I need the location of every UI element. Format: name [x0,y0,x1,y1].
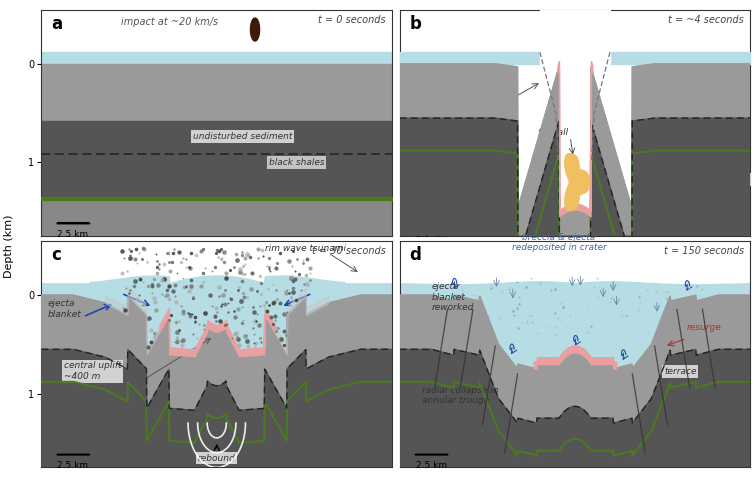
Text: shock waves: shock waves [533,219,591,228]
Text: a: a [51,15,62,33]
Text: impact at ~20 km/s: impact at ~20 km/s [121,17,218,27]
Text: rebound: rebound [198,454,236,462]
Text: t = 0 seconds: t = 0 seconds [318,15,386,25]
Text: t = 30 seconds: t = 30 seconds [312,246,386,256]
Text: 2.5 km: 2.5 km [415,461,446,470]
Text: pressure waves: pressure waves [415,210,486,218]
Polygon shape [400,64,750,236]
Text: transient crater
depth >1 km: transient crater depth >1 km [431,135,502,154]
Text: rim wave tsunami: rim wave tsunami [265,244,345,253]
Polygon shape [250,18,259,41]
Text: impactor, water and
sediment vaporises: impactor, water and sediment vaporises [633,116,716,135]
Text: radial collapse in
annular trough: radial collapse in annular trough [422,386,498,405]
Text: 2.5 km: 2.5 km [415,230,446,239]
Polygon shape [400,349,750,467]
Text: b: b [409,15,421,33]
Polygon shape [400,349,750,467]
Text: terrace: terrace [664,367,697,376]
Text: ejecta
blanket
reworked: ejecta blanket reworked [431,282,474,312]
Text: 2.5 km: 2.5 km [57,230,88,239]
Polygon shape [400,118,750,270]
Polygon shape [41,295,392,467]
Polygon shape [400,295,750,467]
Text: breccia & ejecta
redeposited in crater: breccia & ejecta redeposited in crater [512,233,606,252]
Text: t = 150 seconds: t = 150 seconds [664,246,744,256]
Text: Depth (km): Depth (km) [4,214,14,278]
Polygon shape [41,349,392,467]
Text: central uplift
~400 m: central uplift ~400 m [64,362,121,381]
Polygon shape [540,10,610,64]
Text: t = ~4 seconds: t = ~4 seconds [668,15,744,25]
Text: black shales: black shales [268,158,324,167]
Text: ejecta curtain: ejecta curtain [447,101,510,110]
Text: d: d [409,246,421,264]
Polygon shape [400,64,750,236]
Text: ejecta
blanket: ejecta blanket [48,300,81,319]
Polygon shape [41,295,392,467]
Text: impact melt/breccia/suevite: impact melt/breccia/suevite [633,175,749,184]
Polygon shape [400,295,750,467]
Text: fireball: fireball [538,128,569,137]
Polygon shape [400,118,750,270]
Polygon shape [41,349,392,467]
Text: ejecta curtain
(water): ejecta curtain (water) [544,20,606,39]
Text: undisturbed sediment: undisturbed sediment [192,132,292,141]
Text: 2.5 km: 2.5 km [57,461,88,470]
Polygon shape [565,154,590,211]
Text: resurge: resurge [686,323,722,332]
Text: c: c [51,246,61,264]
